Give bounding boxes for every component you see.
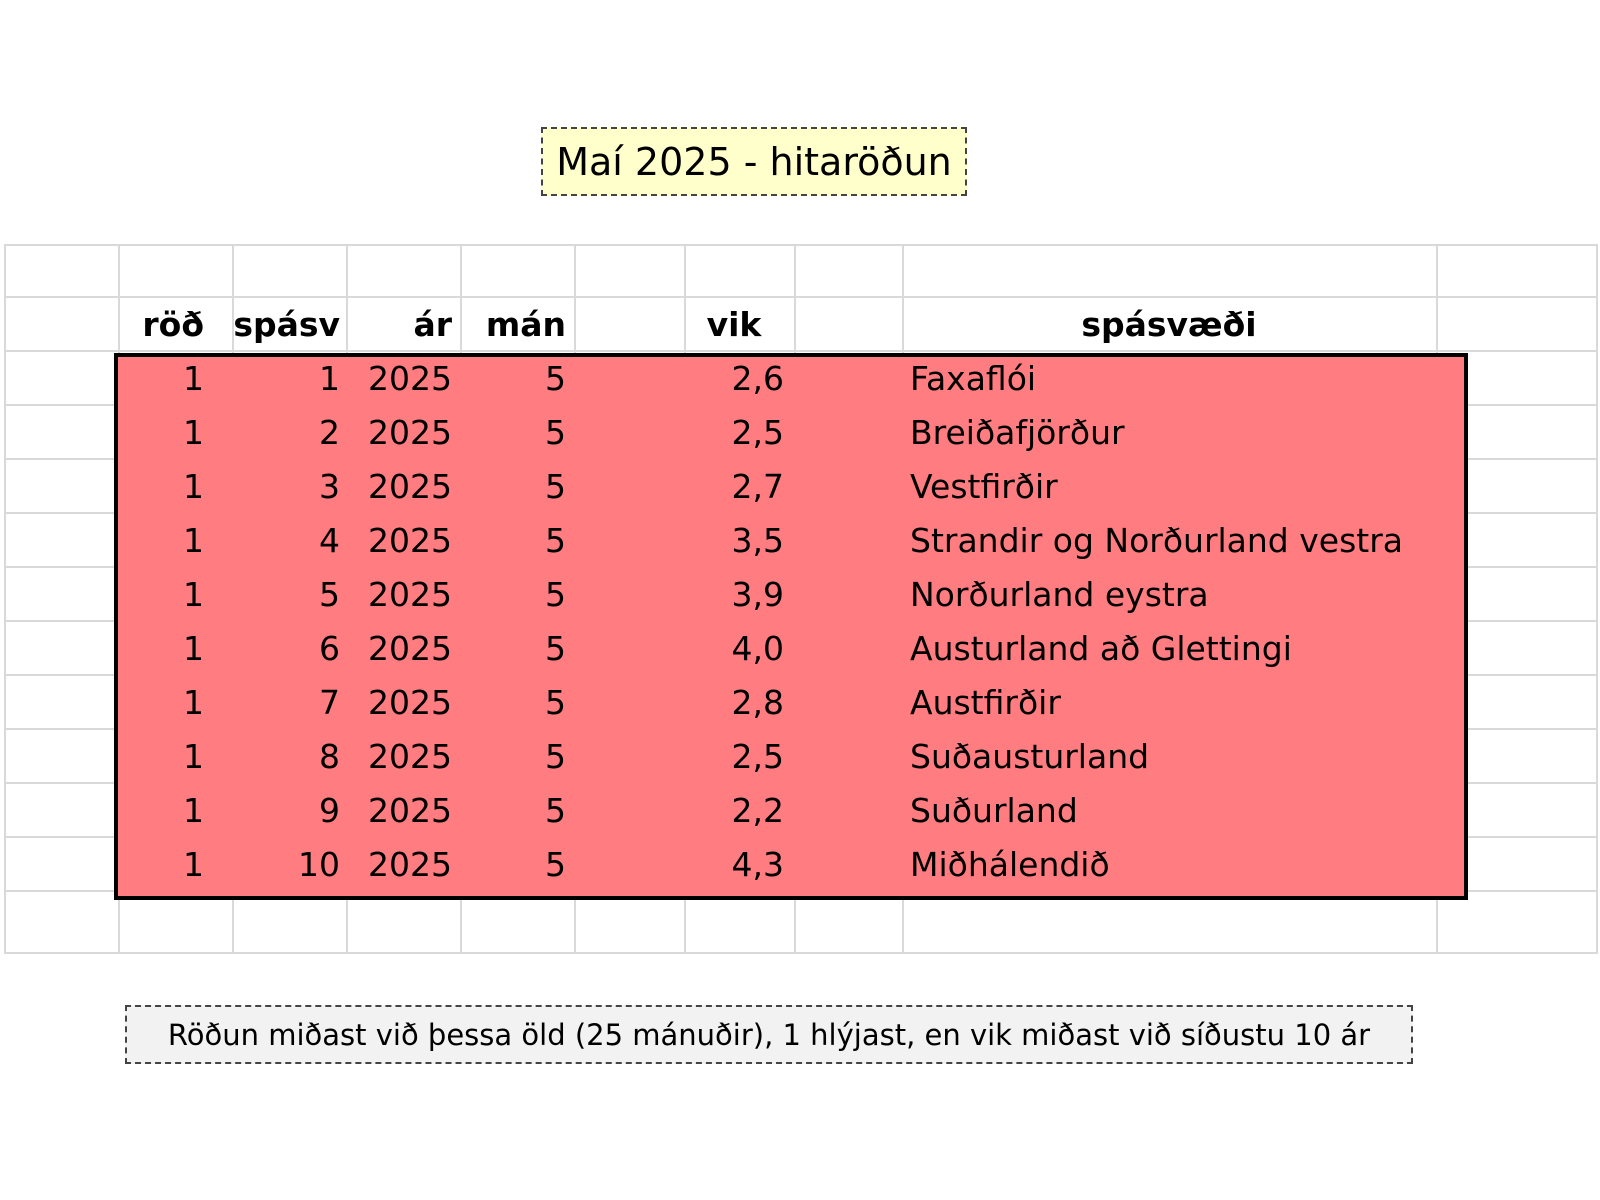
cell-vik: 4,3: [731, 845, 784, 884]
cell-man: 5: [545, 791, 566, 830]
cell-spasvaedi: Suðausturland: [910, 737, 1150, 776]
cell-ar: 2025: [368, 359, 452, 398]
cell-spasvaedi: Austfirðir: [910, 683, 1061, 722]
cell-ar: 2025: [368, 467, 452, 506]
cell-spasv: 6: [319, 629, 340, 668]
note-text: Röðun miðast við þessa öld (25 mánuðir),…: [167, 1017, 1371, 1052]
note-box: Röðun miðast við þessa öld (25 mánuðir),…: [125, 1005, 1413, 1064]
cell-rod: 1: [183, 845, 204, 884]
cell-ar: 2025: [368, 575, 452, 614]
cell-spasvaedi: Vestfirðir: [910, 467, 1058, 506]
cell-vik: 2,7: [731, 467, 784, 506]
cell-man: 5: [545, 683, 566, 722]
grid-hline: [4, 952, 1598, 954]
grid-hline: [4, 244, 1598, 246]
cell-man: 5: [545, 845, 566, 884]
column-header-vik: vik: [706, 305, 762, 344]
column-header-man: mán: [485, 305, 566, 344]
cell-ar: 2025: [368, 413, 452, 452]
column-header-spasvaedi: spásvæði: [1081, 305, 1257, 344]
cell-man: 5: [545, 737, 566, 776]
cell-spasvaedi: Miðhálendið: [910, 845, 1110, 884]
cell-vik: 2,5: [731, 737, 784, 776]
grid-vline: [1596, 244, 1598, 954]
cell-ar: 2025: [368, 521, 452, 560]
cell-spasvaedi: Suðurland: [910, 791, 1078, 830]
column-header-rod: röð: [142, 305, 204, 344]
cell-man: 5: [545, 629, 566, 668]
column-header-spasv: spásv: [233, 305, 340, 344]
column-header-ar: ár: [413, 305, 452, 344]
cell-ar: 2025: [368, 683, 452, 722]
grid-hline: [4, 296, 1598, 298]
cell-rod: 1: [183, 413, 204, 452]
cell-rod: 1: [183, 737, 204, 776]
title-box: Maí 2025 - hitaröðun: [541, 127, 967, 196]
cell-vik: 2,6: [731, 359, 784, 398]
grid-hline: [4, 350, 1598, 352]
cell-spasv: 3: [319, 467, 340, 506]
cell-spasv: 9: [319, 791, 340, 830]
cell-spasv: 1: [319, 359, 340, 398]
cell-vik: 2,5: [731, 413, 784, 452]
cell-man: 5: [545, 359, 566, 398]
cell-spasvaedi: Strandir og Norðurland vestra: [910, 521, 1404, 560]
cell-rod: 1: [183, 629, 204, 668]
cell-rod: 1: [183, 521, 204, 560]
cell-spasvaedi: Breiðafjörður: [910, 413, 1125, 452]
cell-spasv: 7: [319, 683, 340, 722]
cell-rod: 1: [183, 359, 204, 398]
cell-vik: 2,2: [731, 791, 784, 830]
cell-vik: 2,8: [731, 683, 784, 722]
cell-ar: 2025: [368, 845, 452, 884]
cell-rod: 1: [183, 575, 204, 614]
cell-spasvaedi: Faxaflói: [910, 359, 1037, 398]
cell-rod: 1: [183, 467, 204, 506]
grid-vline: [4, 244, 6, 954]
cell-spasv: 8: [319, 737, 340, 776]
cell-rod: 1: [183, 791, 204, 830]
highlighted-range: [114, 353, 1468, 900]
cell-spasv: 2: [319, 413, 340, 452]
cell-rod: 1: [183, 683, 204, 722]
spreadsheet-grid: röð spásv ár mán vik spásvæði 1 1 2025 5 2,6 Faxafl…: [4, 244, 1598, 954]
cell-man: 5: [545, 575, 566, 614]
cell-ar: 2025: [368, 629, 452, 668]
cell-man: 5: [545, 467, 566, 506]
cell-spasv: 10: [298, 845, 340, 884]
cell-spasvaedi: Norðurland eystra: [910, 575, 1209, 614]
cell-spasv: 5: [319, 575, 340, 614]
cell-vik: 3,9: [731, 575, 784, 614]
cell-vik: 3,5: [731, 521, 784, 560]
cell-spasv: 4: [319, 521, 340, 560]
cell-ar: 2025: [368, 737, 452, 776]
cell-spasvaedi: Austurland að Glettingi: [910, 629, 1292, 668]
cell-man: 5: [545, 413, 566, 452]
cell-man: 5: [545, 521, 566, 560]
cell-vik: 4,0: [731, 629, 784, 668]
cell-ar: 2025: [368, 791, 452, 830]
page-title: Maí 2025 - hitaröðun: [556, 139, 952, 184]
